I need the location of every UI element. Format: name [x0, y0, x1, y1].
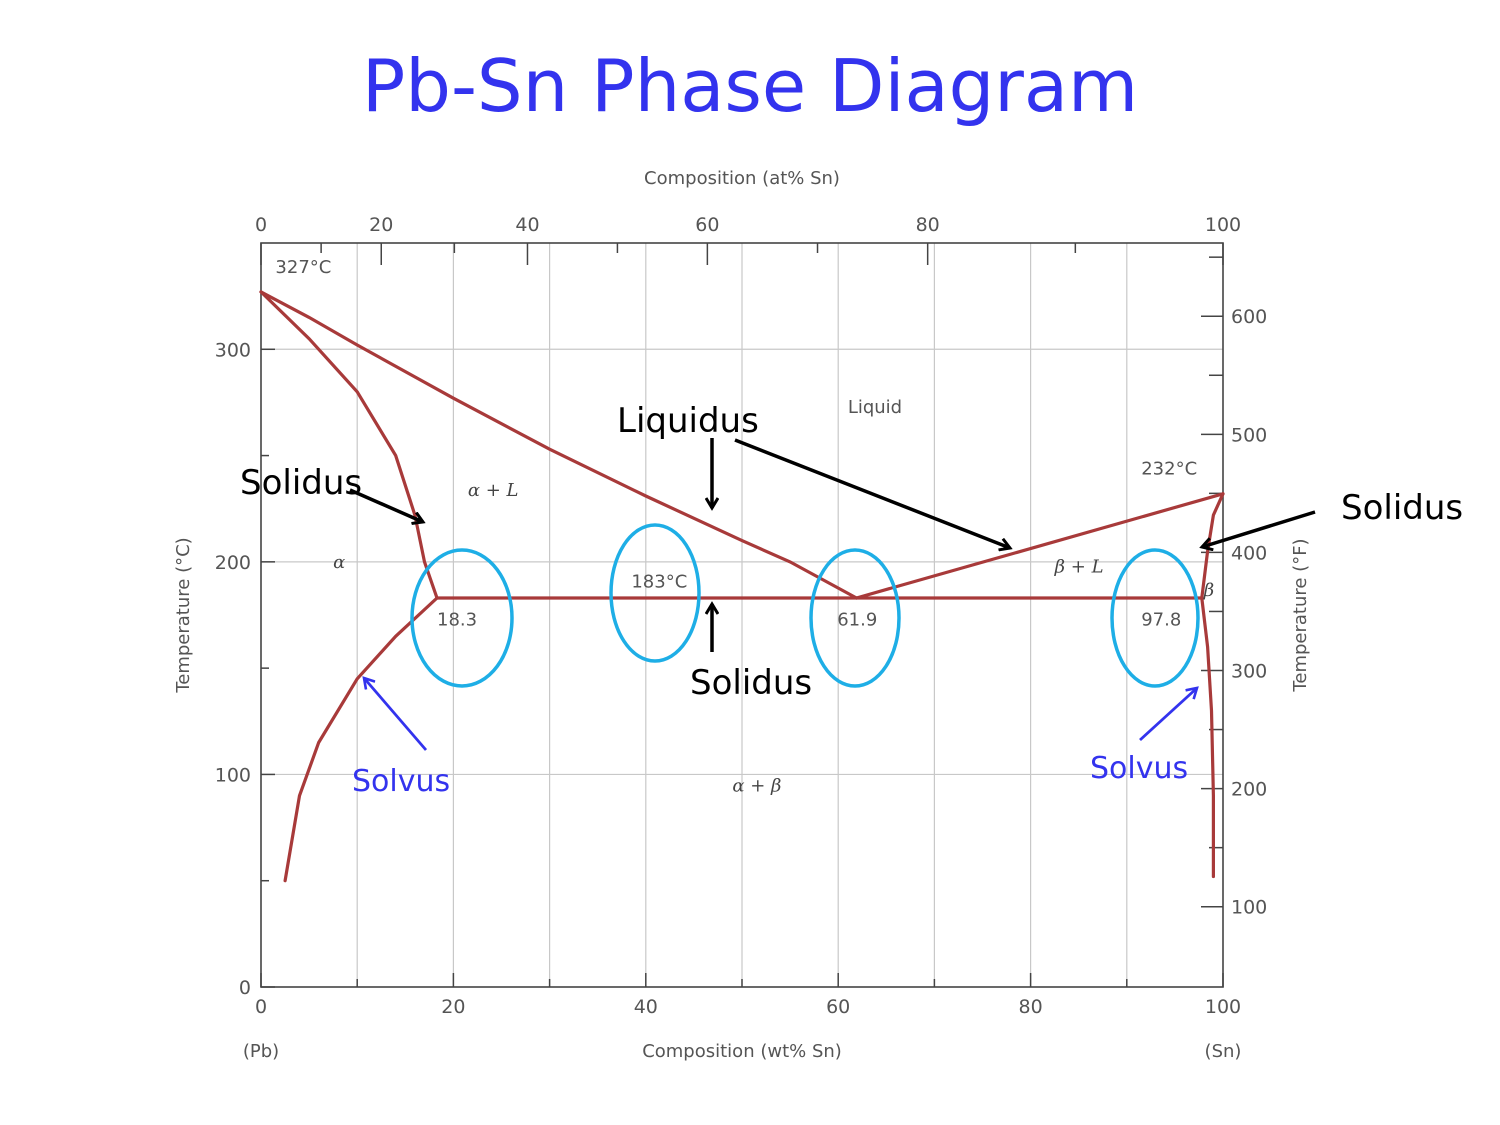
solidus-callout-center: Solidus: [690, 663, 812, 703]
tick-label-right: 400: [1231, 542, 1267, 564]
top-axis-title: Composition (at% Sn): [644, 168, 840, 189]
slide-title: Pb-Sn Phase Diagram: [361, 44, 1139, 128]
liquidus-callout: Liquidus: [617, 401, 759, 441]
region-label: α + L: [468, 480, 519, 501]
tick-label-right: 100: [1231, 897, 1267, 919]
tick-label-left: 0: [239, 977, 251, 999]
point-label: 232°C: [1141, 459, 1197, 480]
point-label: 18.3: [437, 610, 477, 631]
phase-curves: [259, 290, 1225, 883]
tick-label-right: 600: [1231, 306, 1267, 328]
tick-label-left: 100: [215, 764, 251, 786]
tick-label-top: 100: [1205, 214, 1241, 236]
solvus-callout-left: Solvus: [352, 764, 450, 799]
tick-label-top: 80: [916, 214, 940, 236]
annotation-layer: Liquidus Solidus Solidus Solidus Solvus …: [240, 401, 1463, 799]
tick-label-left: 200: [215, 552, 251, 574]
solidus-callout-right: Solidus: [1341, 488, 1463, 528]
tick-label-left: 300: [215, 339, 251, 361]
solidus-arrow-right: [1202, 510, 1316, 547]
region-label: Liquid: [848, 397, 902, 418]
solvus-arrow-left: [364, 678, 428, 751]
tick-label-top: 40: [515, 214, 539, 236]
phase-curve-solvus-left: [283, 596, 439, 883]
point-label: 97.8: [1141, 610, 1181, 631]
left-axis-title: Temperature (°C): [173, 537, 194, 693]
region-label: β: [1203, 580, 1214, 601]
axes-layer: 0 20 40 60 80 100 Composition (wt% Sn) (Pb) (Sn)…: [173, 168, 1311, 1062]
highlight-ellipse-61-9: [809, 548, 901, 688]
chart-labels: 327°C 232°C 183°C 18.3 61.9 97.8 Liquid α + L α β…: [275, 257, 1214, 797]
tick-label-top: 60: [695, 214, 719, 236]
tick-label-bottom: 40: [634, 996, 658, 1018]
point-label: 183°C: [631, 571, 687, 592]
solvus-arrow-right: [1139, 688, 1197, 742]
tick-label-right: 300: [1231, 661, 1267, 683]
tick-label-bottom: 20: [441, 996, 465, 1018]
point-label: 61.9: [837, 610, 877, 631]
phase-curve-solvus-right: [1200, 596, 1215, 879]
tick-label-top: 20: [369, 214, 393, 236]
solidus-arrow-left: [349, 488, 423, 522]
phase-curve-liquidus-right: [854, 492, 1225, 600]
tick-label-top: 0: [255, 214, 267, 236]
tick-label-bottom: 80: [1019, 996, 1043, 1018]
highlight-ellipse-183c: [609, 523, 701, 663]
point-label: 327°C: [275, 257, 331, 278]
phase-curve-solidus-right: [1200, 492, 1225, 600]
region-label: β + L: [1054, 556, 1104, 577]
highlight-ellipse-18-3: [410, 548, 514, 688]
end-label-sn: (Sn): [1205, 1041, 1242, 1062]
tick-label-right: 500: [1231, 424, 1267, 446]
region-label: α: [333, 552, 345, 573]
tick-label-bottom: 0: [255, 996, 267, 1018]
bottom-axis-title: Composition (wt% Sn): [642, 1041, 842, 1062]
end-label-pb: (Pb): [243, 1041, 279, 1062]
right-axis-title: Temperature (°F): [1290, 538, 1311, 692]
phase-curve-solidus-left: [259, 290, 439, 600]
grid-layer: [261, 243, 1223, 987]
tick-label-bottom: 100: [1205, 996, 1241, 1018]
tick-label-right: 200: [1231, 779, 1267, 801]
liquidus-arrow-right: [734, 438, 1010, 548]
region-label: α + β: [732, 775, 781, 796]
solvus-callout-right: Solvus: [1090, 751, 1188, 786]
highlight-ellipse-97-8: [1110, 548, 1200, 688]
solidus-callout-left: Solidus: [240, 463, 362, 503]
phase-curve-liquidus-left: [259, 290, 859, 600]
tick-label-bottom: 60: [826, 996, 850, 1018]
